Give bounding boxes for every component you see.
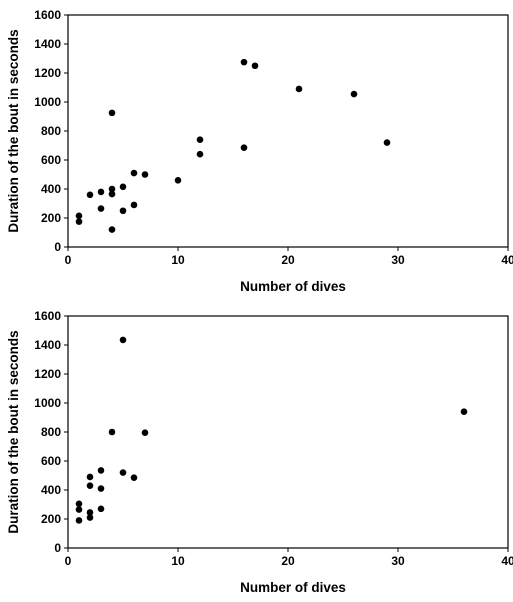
top-x-axis-title: Number of dives bbox=[240, 279, 346, 294]
scatter-chart-bottom-svg: 0 10 20 30 4002004006008001000120014001600Nu… bbox=[6, 309, 513, 595]
bottom-data-point bbox=[119, 469, 127, 476]
scatter-chart-top-svg: 0 10 20 30 4002004006008001000120014001600Nu… bbox=[6, 8, 513, 294]
bottom-data-point bbox=[86, 509, 94, 516]
top-data-point bbox=[86, 191, 94, 199]
bottom-x-tick-label: 40 bbox=[501, 554, 513, 568]
bottom-data-point bbox=[108, 428, 116, 436]
bottom-data-point bbox=[75, 517, 83, 524]
bottom-x-tick-label: 30 bbox=[391, 554, 405, 568]
top-data-point bbox=[97, 205, 105, 212]
bottom-data-point bbox=[86, 473, 94, 481]
bottom-y-tick-label: 200 bbox=[41, 512, 61, 526]
top-data-point bbox=[97, 188, 105, 196]
top-data-point bbox=[196, 136, 204, 143]
top-data-point bbox=[108, 185, 116, 193]
top-x-tick-label: 30 bbox=[391, 253, 405, 267]
top-data-point bbox=[119, 183, 127, 191]
top-data-point bbox=[196, 150, 204, 158]
bottom-data-point bbox=[75, 506, 83, 513]
top-data-point bbox=[130, 169, 138, 177]
top-x-tick-label: 10 bbox=[171, 253, 185, 267]
bottom-data-point bbox=[460, 408, 468, 415]
bottom-y-tick-label: 600 bbox=[41, 454, 61, 468]
top-data-point bbox=[295, 85, 303, 93]
bottom-x-tick-label: 0 bbox=[65, 554, 72, 568]
bottom-x-tick-label: 20 bbox=[281, 554, 295, 568]
scatter-chart-bottom: 0 10 20 30 40 0 200 400 600 800 1000 1200 1400 1600 Nu… bbox=[0, 301, 513, 602]
top-data-point bbox=[108, 190, 116, 198]
top-data-point bbox=[383, 139, 391, 146]
bottom-y-tick-label: 0 bbox=[54, 541, 61, 555]
scatter-chart-top: 0 10 20 30 40 0 200 400 600 800 1000 1200 1400 1600 Nu… bbox=[6, 8, 513, 294]
top-data-point bbox=[130, 201, 138, 209]
top-data-point bbox=[141, 171, 149, 178]
bottom-y-tick-label: 1200 bbox=[34, 367, 61, 381]
bottom-data-point bbox=[119, 336, 127, 344]
top-y-tick-label: 1000 bbox=[34, 95, 61, 109]
bottom-y-tick-label: 1400 bbox=[34, 338, 61, 352]
top-y-tick-label: 1200 bbox=[34, 66, 61, 80]
bottom-data-point bbox=[75, 500, 83, 508]
top-x-tick-label: 40 bbox=[501, 253, 513, 267]
top-x-tick-label: 0 bbox=[65, 253, 72, 267]
top-data-point bbox=[108, 226, 116, 233]
top-y-tick-label: 800 bbox=[41, 124, 61, 138]
top-y-axis-title: Duration of the bout in seconds bbox=[6, 29, 21, 232]
bottom-x-tick-label: 10 bbox=[171, 554, 185, 568]
top-y-tick-label: 400 bbox=[41, 182, 61, 196]
top-data-point bbox=[174, 177, 182, 184]
top-y-tick-label: 600 bbox=[41, 153, 61, 167]
top-y-tick-label: 0 bbox=[54, 240, 61, 254]
top-data-point bbox=[350, 90, 358, 98]
bottom-data-point bbox=[97, 467, 105, 474]
bottom-y-tick-label: 1000 bbox=[34, 396, 61, 410]
bottom-data-point bbox=[86, 514, 94, 521]
bottom-y-tick-label: 400 bbox=[41, 483, 61, 497]
bottom-x-axis-title: Number of dives bbox=[240, 580, 346, 595]
bottom-data-point bbox=[141, 429, 149, 437]
top-data-point bbox=[240, 144, 248, 151]
bottom-plot-frame bbox=[67, 315, 509, 549]
bottom-y-tick-label: 1600 bbox=[34, 309, 61, 323]
top-plot-frame bbox=[67, 14, 509, 248]
bottom-y-tick-label: 800 bbox=[41, 425, 61, 439]
top-data-point bbox=[240, 58, 248, 66]
top-x-tick-label: 20 bbox=[281, 253, 295, 267]
bottom-data-point bbox=[97, 505, 105, 513]
top-y-tick-label: 1400 bbox=[34, 37, 61, 51]
top-y-tick-label: 1600 bbox=[34, 8, 61, 22]
top-y-tick-label: 200 bbox=[41, 211, 61, 225]
top-data-point bbox=[251, 62, 259, 70]
bottom-data-point bbox=[97, 485, 105, 492]
top-data-point bbox=[119, 207, 127, 215]
bottom-y-axis-title: Duration of the bout in seconds bbox=[6, 330, 21, 533]
bottom-data-point bbox=[130, 474, 138, 481]
top-data-point bbox=[108, 109, 116, 117]
bottom-data-point bbox=[86, 482, 94, 489]
top-data-point bbox=[75, 218, 83, 225]
top-data-point bbox=[75, 212, 83, 220]
